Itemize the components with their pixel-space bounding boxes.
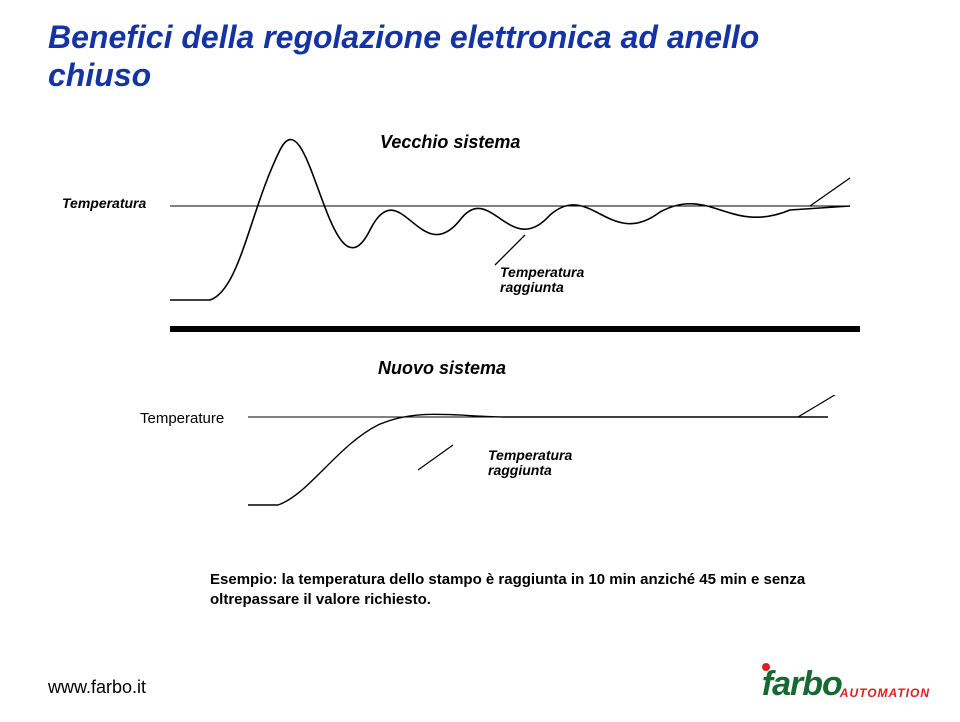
brand-logo: farbo AUTOMATION <box>762 665 930 704</box>
old-setpoint-marker <box>810 178 850 206</box>
old-reached-label-line2: raggiunta <box>500 279 564 295</box>
new-system-label: Nuovo sistema <box>378 358 506 379</box>
example-text: Esempio: la temperatura dello stampo è r… <box>210 570 850 611</box>
footer-url: www.farbo.it <box>48 677 146 698</box>
old-system-chart <box>170 130 870 330</box>
logo-dot-icon <box>762 663 770 671</box>
new-reached-marker <box>418 445 453 470</box>
slide-title: Benefici della regolazione elettronica a… <box>48 18 868 95</box>
new-reached-label: Temperatura raggiunta <box>488 448 572 477</box>
new-reached-label-line2: raggiunta <box>488 462 552 478</box>
new-system-y-axis-label: Temperature <box>140 410 224 427</box>
new-reached-label-line1: Temperatura <box>488 447 572 463</box>
slide: Benefici della regolazione elettronica a… <box>0 0 960 722</box>
old-system-y-axis-label: Temperatura <box>62 195 146 211</box>
old-reached-label-line1: Temperatura <box>500 264 584 280</box>
section-divider <box>170 326 860 332</box>
logo-brand-text: farbo <box>762 665 842 704</box>
new-setpoint-marker <box>798 395 838 417</box>
old-reached-label: Temperatura raggiunta <box>500 265 584 294</box>
logo-sub-text: AUTOMATION <box>840 686 930 700</box>
old-reached-marker <box>495 235 525 265</box>
